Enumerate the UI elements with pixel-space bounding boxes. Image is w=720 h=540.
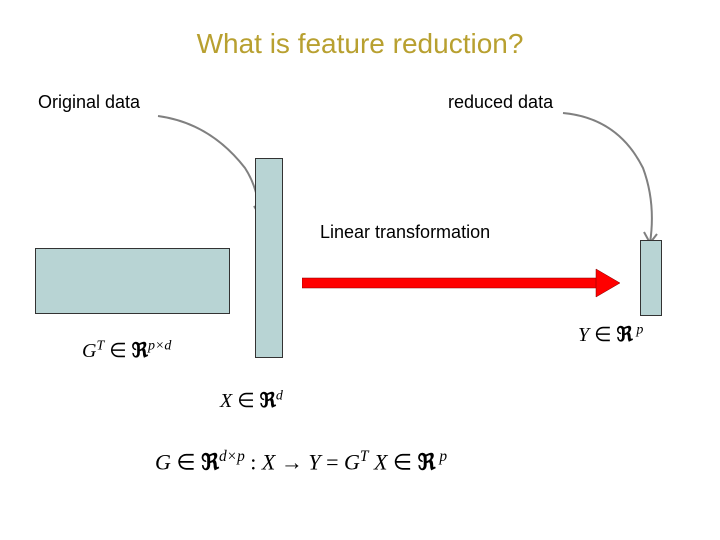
red-arrow: [302, 268, 622, 298]
label-original-data: Original data: [38, 92, 140, 113]
formula-y: Y ∈ ℜ p: [578, 322, 643, 347]
curve-arrow-right: [558, 108, 688, 258]
label-reduced-data: reduced data: [448, 92, 553, 113]
tall-vector-shape: [255, 158, 283, 358]
formula-x: X ∈ ℜd: [220, 388, 283, 413]
slide-title: What is feature reduction?: [197, 28, 524, 60]
formula-gt: GT ∈ ℜp×d: [82, 338, 171, 363]
matrix-shape: [35, 248, 230, 314]
label-linear-transformation: Linear transformation: [320, 222, 490, 243]
formula-main: G ∈ ℜd×p : X → Y = GT X ∈ ℜ p: [155, 448, 447, 475]
short-vector-shape: [640, 240, 662, 316]
